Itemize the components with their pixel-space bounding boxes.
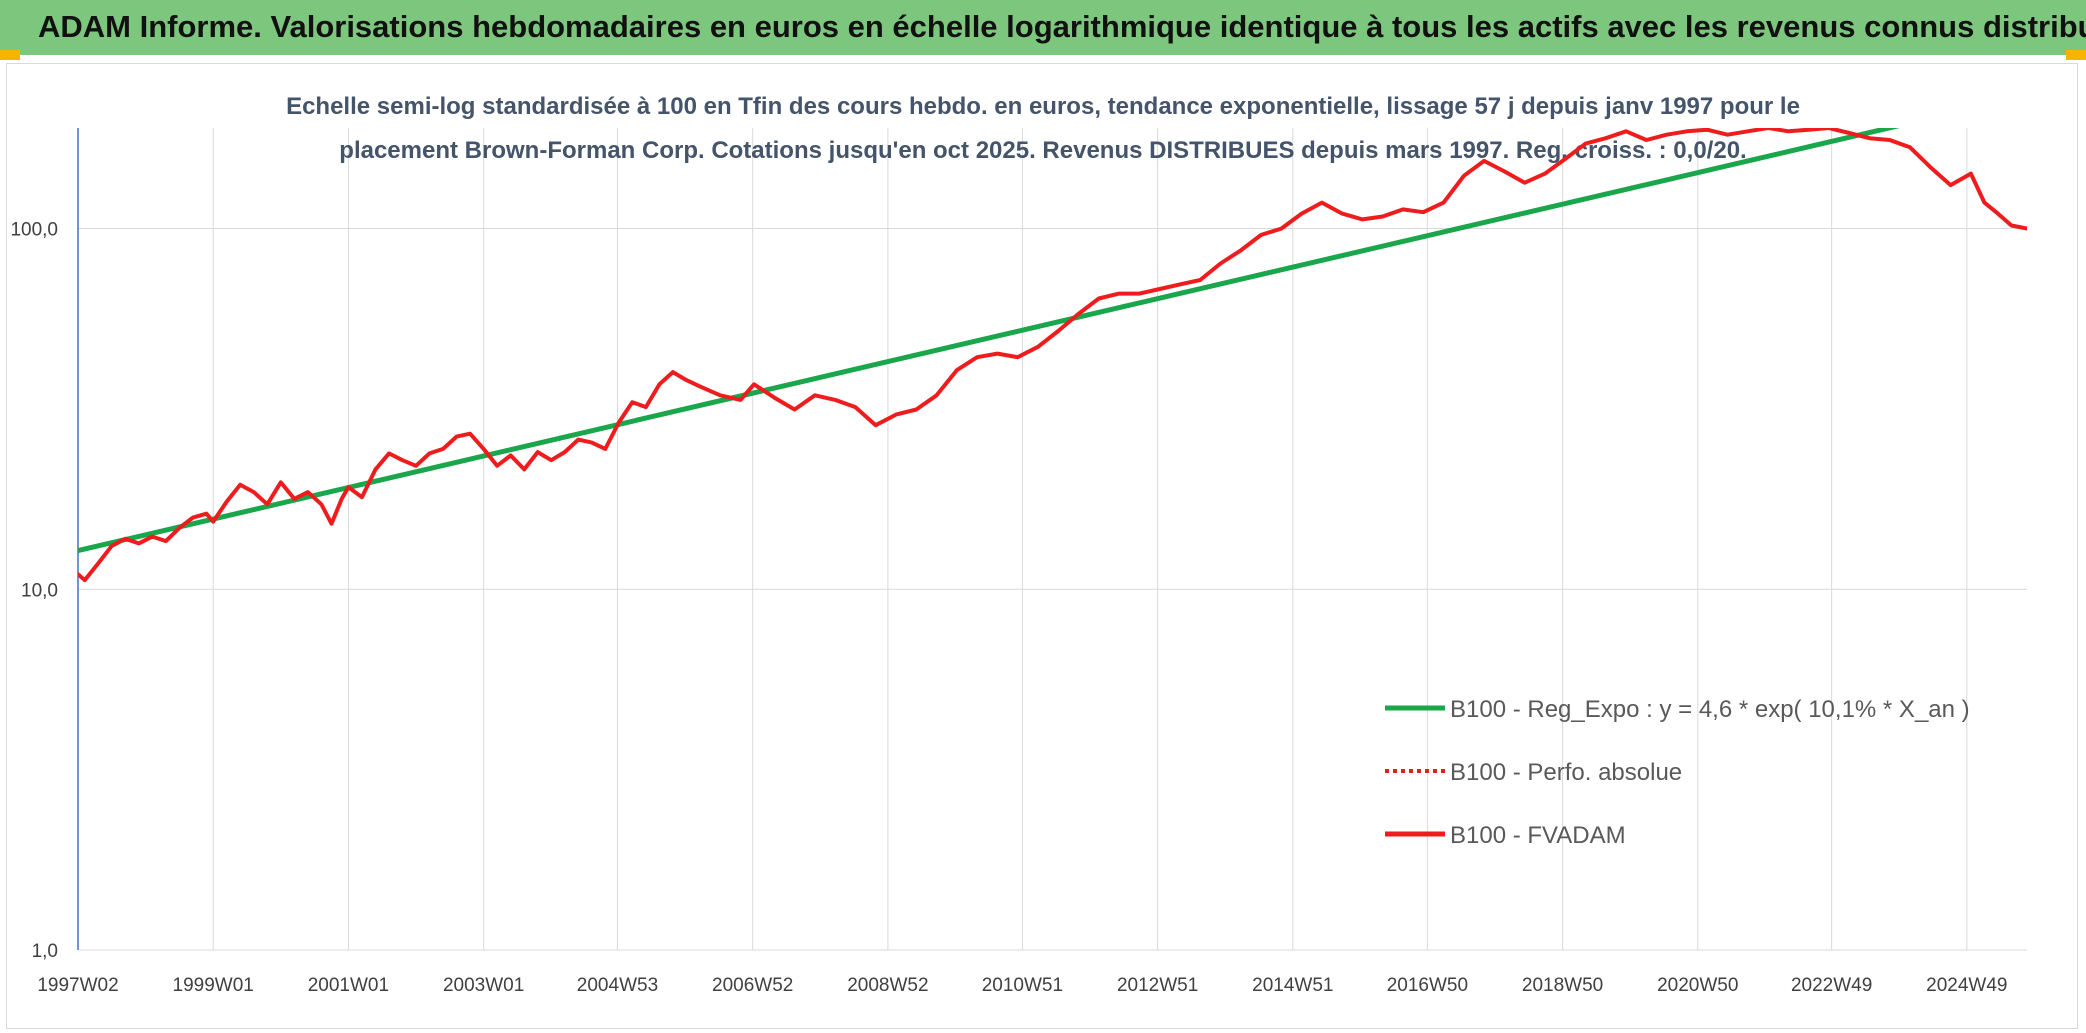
y-tick-label: 10,0 bbox=[21, 580, 58, 601]
y-tick-label: 1,0 bbox=[32, 941, 58, 962]
corner-accent bbox=[0, 50, 20, 60]
y-tick-label: 100,0 bbox=[10, 220, 58, 241]
chart-title-line: placement Brown-Forman Corp. Cotations j… bbox=[339, 137, 1746, 164]
legend: B100 - Reg_Expo : y = 4,6 * exp( 10,1% *… bbox=[1385, 696, 1970, 849]
gridlines bbox=[77, 128, 2027, 951]
legend-label: B100 - Perfo. absolue bbox=[1450, 759, 1682, 786]
x-tick-label: 2024W49 bbox=[1926, 975, 2007, 996]
x-tick-label: 2001W01 bbox=[308, 975, 389, 996]
x-tick-label: 2012W51 bbox=[1117, 975, 1198, 996]
legend-label: B100 - FVADAM bbox=[1450, 822, 1626, 849]
chart-frame bbox=[6, 63, 2078, 1029]
chart-title: Echelle semi-log standardisée à 100 en T… bbox=[286, 93, 1800, 164]
x-tick-label: 2014W51 bbox=[1252, 975, 1333, 996]
x-tick-label: 2020W50 bbox=[1657, 975, 1738, 996]
x-tick-label: 2010W51 bbox=[982, 975, 1063, 996]
x-tick-label: 1997W02 bbox=[37, 975, 118, 996]
x-tick-label: 1999W01 bbox=[173, 975, 254, 996]
x-tick-label: 2022W49 bbox=[1791, 975, 1872, 996]
x-tick-label: 2004W53 bbox=[577, 975, 658, 996]
x-tick-label: 2016W50 bbox=[1387, 975, 1468, 996]
x-tick-label: 2008W52 bbox=[847, 975, 928, 996]
x-tick-label: 2003W01 bbox=[443, 975, 524, 996]
fvadam-line bbox=[78, 128, 2027, 583]
corner-accent bbox=[2066, 50, 2086, 60]
series-layer bbox=[78, 128, 2027, 583]
legend-label: B100 - Reg_Expo : y = 4,6 * exp( 10,1% *… bbox=[1450, 696, 1970, 723]
report-banner: ADAM Informe. Valorisations hebdomadaire… bbox=[0, 0, 2086, 55]
axes: 1997W02 1999W01 2001W01 2003W01 2004W53 2006W… bbox=[10, 128, 2008, 996]
trend-line bbox=[78, 128, 1900, 554]
x-tick-label: 2018W50 bbox=[1522, 975, 1603, 996]
x-tick-label: 2006W52 bbox=[712, 975, 793, 996]
chart-title-line: Echelle semi-log standardisée à 100 en T… bbox=[286, 93, 1800, 120]
report-title: ADAM Informe. Valorisations hebdomadaire… bbox=[38, 9, 2086, 44]
